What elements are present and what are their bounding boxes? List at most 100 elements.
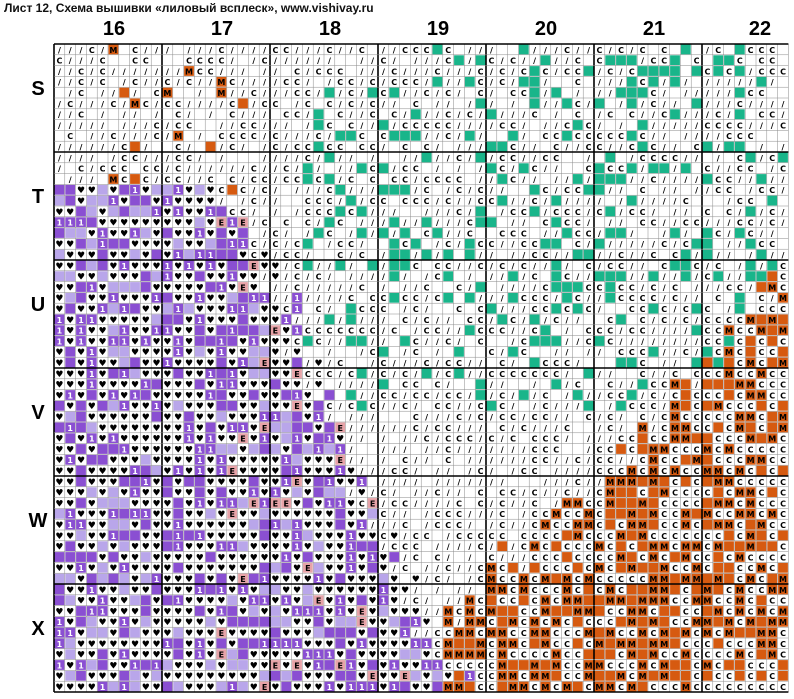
stitch-cell-orange xyxy=(713,379,724,390)
stitch-cell-orange xyxy=(702,595,713,606)
stitch-symbol: ♥ xyxy=(207,575,215,585)
stitch-symbol: ♥ xyxy=(185,391,193,401)
stitch-cell-lavender xyxy=(119,498,130,508)
stitch-cell-lavender xyxy=(292,487,302,498)
stitch-symbol: 1 xyxy=(100,240,106,249)
stitch-symbol: ♥ xyxy=(325,456,333,466)
stitch-cell-orange xyxy=(464,616,475,627)
stitch-cell-purple xyxy=(389,681,400,692)
stitch-symbol: / xyxy=(738,78,741,87)
stitch-cell-purple xyxy=(65,541,76,552)
stitch-symbol: / xyxy=(771,294,774,303)
stitch-symbol: / xyxy=(90,100,93,109)
stitch-symbol: ♥ xyxy=(271,273,279,283)
stitch-symbol: C xyxy=(586,543,592,552)
stitch-symbol: C xyxy=(348,240,354,249)
stitch-symbol: / xyxy=(274,67,277,76)
stitch-cell-orange xyxy=(626,595,637,606)
stitch-symbol: ♥ xyxy=(55,521,63,531)
stitch-symbol: ♥ xyxy=(347,478,355,488)
stitch-cell-purple xyxy=(259,292,270,303)
stitch-symbol: / xyxy=(717,89,720,98)
stitch-symbol: C xyxy=(748,586,754,595)
stitch-symbol: ♥ xyxy=(261,337,269,347)
stitch-symbol: 1 xyxy=(251,294,257,303)
stitch-symbol: ♥ xyxy=(153,348,161,358)
stitch-cell-orange xyxy=(659,616,670,627)
stitch-symbol: ♥ xyxy=(55,683,63,693)
stitch-symbol: / xyxy=(285,132,288,141)
stitch-symbol: ♥ xyxy=(174,391,182,401)
stitch-cell-lavender xyxy=(108,206,119,217)
stitch-symbol: ♥ xyxy=(207,640,215,650)
stitch-cell-teal xyxy=(443,271,454,282)
stitch-symbol: / xyxy=(350,229,353,238)
stitch-symbol: C xyxy=(132,57,138,66)
stitch-symbol: C xyxy=(715,456,721,465)
stitch-symbol: 1 xyxy=(359,478,365,487)
stitch-symbol: C xyxy=(445,521,451,530)
stitch-symbol: ♥ xyxy=(271,391,279,401)
stitch-symbol: C xyxy=(499,370,505,379)
stitch-symbol: / xyxy=(414,327,417,336)
stitch-symbol: / xyxy=(306,57,309,66)
stitch-symbol: / xyxy=(468,424,471,433)
stitch-cell-orange xyxy=(216,87,227,98)
stitch-symbol: C xyxy=(704,391,710,400)
stitch-cell-orange xyxy=(594,681,605,692)
stitch-symbol: C xyxy=(424,435,430,444)
stitch-cell-purple xyxy=(378,595,389,606)
stitch-cell-purple xyxy=(162,638,173,649)
stitch-cell-purple xyxy=(184,260,194,271)
stitch-cell-pink xyxy=(238,282,248,292)
stitch-cell-orange xyxy=(648,595,659,606)
stitch-cell-purple xyxy=(410,638,421,649)
stitch-symbol: C xyxy=(402,121,408,130)
stitch-symbol: M xyxy=(552,618,560,627)
stitch-symbol: C xyxy=(683,316,689,325)
stitch-cell-orange xyxy=(745,573,756,584)
stitch-symbol: ♥ xyxy=(347,597,355,607)
stitch-symbol: ♥ xyxy=(239,370,247,380)
stitch-symbol: C xyxy=(694,651,700,660)
stitch-symbol: 1 xyxy=(348,532,354,541)
stitch-symbol: C xyxy=(650,294,656,303)
stitch-symbol: E xyxy=(337,456,342,465)
stitch-cell-lavender xyxy=(281,422,292,433)
stitch-symbol: C xyxy=(564,219,570,228)
stitch-symbol: ♥ xyxy=(142,402,150,412)
stitch-symbol: ♥ xyxy=(379,651,387,661)
stitch-symbol: / xyxy=(479,175,482,184)
stitch-symbol: / xyxy=(706,46,709,55)
stitch-symbol: C xyxy=(542,532,548,541)
stitch-symbol: C xyxy=(737,327,743,336)
stitch-symbol: C xyxy=(769,305,775,314)
stitch-symbol: C xyxy=(564,651,570,660)
stitch-symbol: / xyxy=(458,197,461,206)
stitch-symbol: C xyxy=(596,283,602,292)
stitch-symbol: ♥ xyxy=(131,586,139,596)
stitch-symbol: / xyxy=(414,283,417,292)
stitch-symbol: / xyxy=(350,489,353,498)
stitch-cell-teal xyxy=(529,66,540,76)
stitch-symbol: / xyxy=(641,111,644,120)
stitch-symbol: C xyxy=(348,208,354,217)
stitch-symbol: 1 xyxy=(413,618,419,627)
stitch-symbol: ♥ xyxy=(153,564,161,574)
stitch-symbol: / xyxy=(479,143,482,152)
stitch-cell-teal xyxy=(540,55,551,66)
stitch-symbol: / xyxy=(414,370,417,379)
stitch-cell-teal xyxy=(562,292,572,303)
stitch-symbol: M xyxy=(628,640,636,649)
stitch-symbol: C xyxy=(445,89,451,98)
stitch-symbol: C xyxy=(694,391,700,400)
stitch-cell-teal xyxy=(389,87,400,98)
stitch-symbol: 1 xyxy=(143,510,149,519)
stitch-symbol: / xyxy=(166,165,169,174)
stitch-symbol: C xyxy=(758,57,764,66)
stitch-symbol: / xyxy=(771,175,774,184)
stitch-cell-lavender xyxy=(248,368,259,379)
stitch-symbol: ♥ xyxy=(163,629,171,639)
stitch-symbol: C xyxy=(661,46,667,55)
stitch-cell-teal xyxy=(378,379,389,390)
